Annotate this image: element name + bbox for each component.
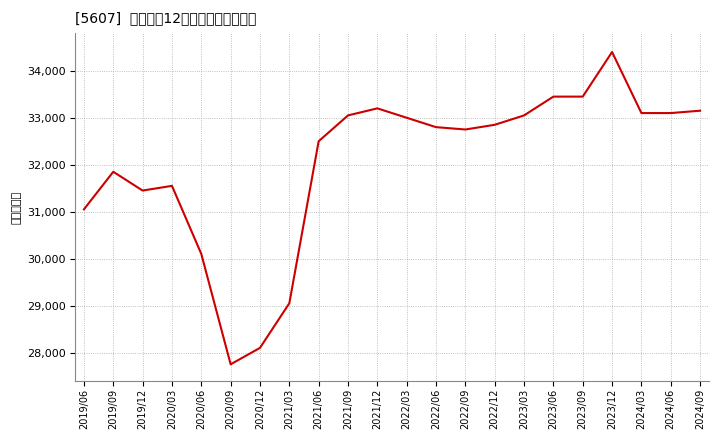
Y-axis label: （百万円）: （百万円） <box>11 191 21 224</box>
Text: [5607]  売上高の12か月移動合計の推移: [5607] 売上高の12か月移動合計の推移 <box>75 11 256 25</box>
